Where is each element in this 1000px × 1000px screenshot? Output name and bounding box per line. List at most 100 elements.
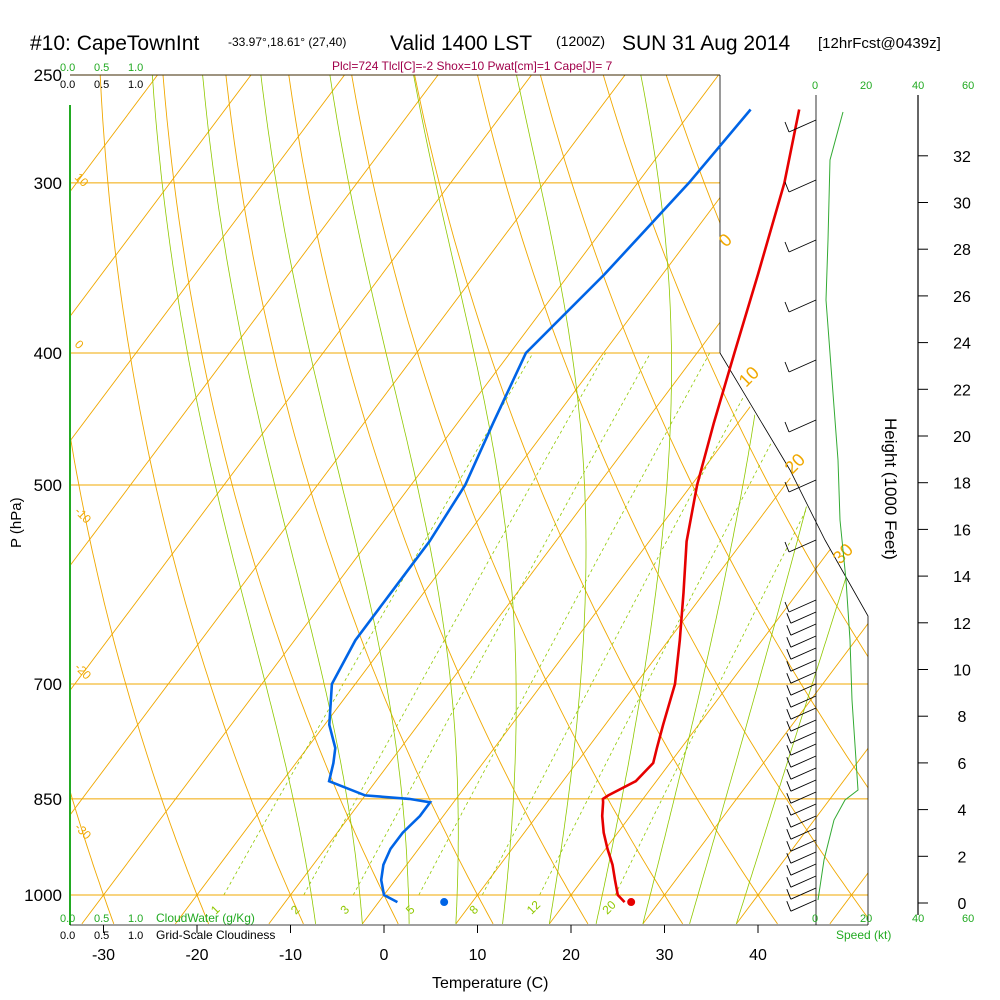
height-tick-label: 28 xyxy=(953,242,971,259)
dewpoint-line xyxy=(327,108,752,904)
temperature-tick-label: 10 xyxy=(469,947,487,964)
mixing-ratio-lines xyxy=(223,352,868,896)
valid-time: Valid 1400 LST xyxy=(390,32,532,55)
wind-barb-staff xyxy=(788,419,817,433)
isotherm-line xyxy=(455,75,868,925)
dry-adiabat-line xyxy=(409,75,778,925)
wind-barb-staff xyxy=(790,623,817,636)
isobar-lines xyxy=(70,74,868,896)
temperature-tick-label: 40 xyxy=(749,947,767,964)
height-tick-label: 16 xyxy=(953,522,971,539)
dry-adiabat-line xyxy=(0,51,19,924)
pressure-tick-label: 700 xyxy=(34,675,62,694)
wind-barb-staff xyxy=(790,899,817,912)
wind-barb-staff xyxy=(790,791,817,804)
moist-adiabat-line xyxy=(325,75,459,924)
wind-barb-flag xyxy=(784,121,790,133)
height-tick-label: 18 xyxy=(953,476,971,493)
wind-barb-staff xyxy=(790,683,817,696)
pressure-tick-label: 400 xyxy=(34,344,62,363)
wind-barb-staff xyxy=(790,647,817,660)
isotherm-line xyxy=(70,75,363,925)
pressure-tick-label: 850 xyxy=(34,790,62,809)
wind-barb-flag xyxy=(784,241,790,253)
height-tick-label: 10 xyxy=(953,663,971,680)
dry-adiabat-label-left: 0 xyxy=(72,337,87,352)
wind-barb-staff xyxy=(790,731,817,744)
wind-barb-flag xyxy=(786,613,792,624)
dry-adiabat-line xyxy=(533,75,868,925)
temperature-tick-label: -10 xyxy=(279,947,302,964)
pressure-tick-label: 500 xyxy=(34,476,62,495)
sounding-profiles xyxy=(327,108,801,907)
wind-barb-flag xyxy=(784,481,790,493)
cloudwater-scale-bottom-1: 0.5 xyxy=(94,913,109,925)
height-tick-label: 30 xyxy=(953,196,971,213)
frame-diagonal xyxy=(719,352,869,925)
mixing-ratio-line xyxy=(303,352,606,896)
wind-barb-flag xyxy=(784,541,790,553)
speed-scale-top-1: 20 xyxy=(860,80,872,92)
wind-barb-flag xyxy=(786,901,792,912)
height-tick-label: 14 xyxy=(953,569,971,586)
cloudiness-scale-top-0: 0.0 xyxy=(60,79,75,91)
height-tick-label: 24 xyxy=(953,336,971,353)
wind-barb-staff xyxy=(788,239,817,253)
wind-barb-staff xyxy=(790,839,817,852)
stability-indices: Plcl=724 Tlcl[C]=-2 Shox=10 Pwat[cm]=1 C… xyxy=(332,59,613,73)
wind-barb-flag xyxy=(786,769,792,780)
wind-barb-staff xyxy=(790,767,817,780)
isotherm-line xyxy=(70,75,457,925)
dry-adiabat-line xyxy=(285,75,589,925)
isotherm-line xyxy=(361,75,868,925)
mixing-ratio-line xyxy=(223,352,534,896)
wind-barb-flag xyxy=(786,793,792,804)
wind-barb-flag xyxy=(786,673,792,684)
mixing-ratio-line xyxy=(352,352,651,896)
temperature-tick-label: -30 xyxy=(92,947,115,964)
wind-barb-flag xyxy=(786,721,792,732)
wind-barb-staff xyxy=(790,755,817,768)
pressure-tick-label: 250 xyxy=(34,66,62,85)
cloudiness-scale-bottom-0: 0.0 xyxy=(60,930,75,942)
wind-barb-staff xyxy=(788,299,817,313)
dry-adiabat-line xyxy=(70,75,115,925)
isotherm-line xyxy=(70,75,550,925)
wind-barb-staff xyxy=(788,539,817,553)
isotherm-line xyxy=(735,75,868,925)
dry-adiabat-label-left: -10 xyxy=(72,504,94,526)
height-tick-label: 12 xyxy=(953,616,971,633)
height-tick-label: 32 xyxy=(953,149,971,166)
cloudiness-scale-top-1: 0.5 xyxy=(94,79,109,91)
wind-barb-staff xyxy=(790,659,817,672)
y-axis-title: P (hPa) xyxy=(8,497,25,548)
wind-barb-staff xyxy=(790,815,817,828)
moist-adiabat-line xyxy=(595,75,672,924)
height-axis-title: Height (1000 Feet) xyxy=(881,418,900,560)
dry-adiabat-line xyxy=(98,75,304,925)
speed-scale-bottom-1: 20 xyxy=(860,913,872,925)
wind-barb-staff xyxy=(790,719,817,732)
dry-adiabat-label-right: 10 xyxy=(735,363,763,391)
dry-adiabat-line xyxy=(471,75,868,925)
cloudwater-scale-top-0: 0.0 xyxy=(60,62,75,74)
wind-barb-staff xyxy=(790,827,817,840)
wind-barb-flag xyxy=(786,805,792,816)
wind-barb-flag xyxy=(786,853,792,864)
pressure-tick-label: 300 xyxy=(34,174,62,193)
temperature-tick-label: -20 xyxy=(185,947,208,964)
temperature-tick-label: 20 xyxy=(562,947,580,964)
utc-time: (1200Z) xyxy=(556,33,605,49)
height-tick-label: 8 xyxy=(958,709,967,726)
wind-barb-staff xyxy=(790,695,817,708)
cloudiness-scale-top-2: 1.0 xyxy=(128,79,143,91)
isotherm-lines xyxy=(70,75,868,925)
wind-barb-staff xyxy=(788,359,817,373)
station-title: #10: CapeTownInt xyxy=(30,32,199,55)
pressure-tick-label: 1000 xyxy=(24,886,62,905)
dry-adiabat-label-right: 20 xyxy=(781,450,809,478)
wind-barbs xyxy=(784,95,859,925)
mixing-ratio-label: 5 xyxy=(403,902,418,917)
